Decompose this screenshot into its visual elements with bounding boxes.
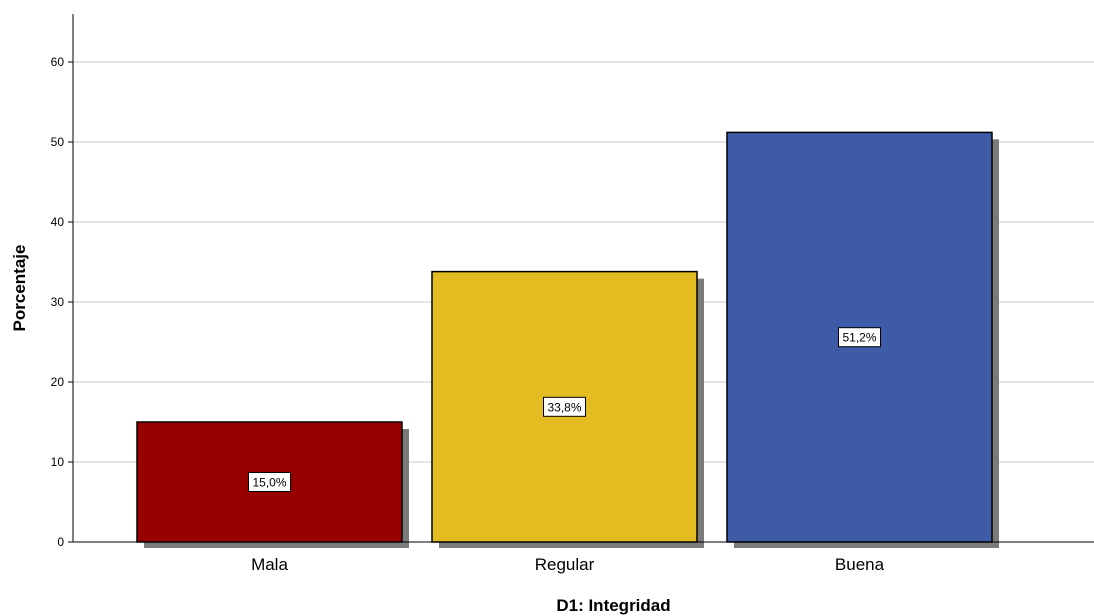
y-tick-label: 40 <box>51 215 65 229</box>
y-axis-title: Porcentaje <box>10 245 29 332</box>
y-tick-label: 30 <box>51 295 65 309</box>
y-tick-label: 60 <box>51 55 65 69</box>
y-tick-label: 0 <box>57 535 64 549</box>
data-labels: 15,0% 33,8% 51,2% <box>248 327 881 492</box>
x-category-label: Mala <box>251 555 288 574</box>
data-label-box <box>543 396 586 417</box>
x-category-label: Regular <box>535 555 595 574</box>
y-tick-label: 20 <box>51 375 65 389</box>
x-axis-title: D1: Integridad <box>556 596 670 615</box>
y-tick-label: 50 <box>51 135 65 149</box>
data-label: 51,2% <box>842 331 876 345</box>
data-label: 33,8% <box>547 400 581 414</box>
data-label: 15,0% <box>252 476 286 490</box>
x-category-label: Buena <box>835 555 885 574</box>
y-tick-label: 10 <box>51 455 65 469</box>
y-axis-ticks: 0 10 20 30 40 50 60 <box>51 55 73 549</box>
data-label-box <box>248 472 291 492</box>
data-label-box <box>838 327 881 348</box>
x-axis-categories: Mala Regular Buena <box>251 555 885 574</box>
